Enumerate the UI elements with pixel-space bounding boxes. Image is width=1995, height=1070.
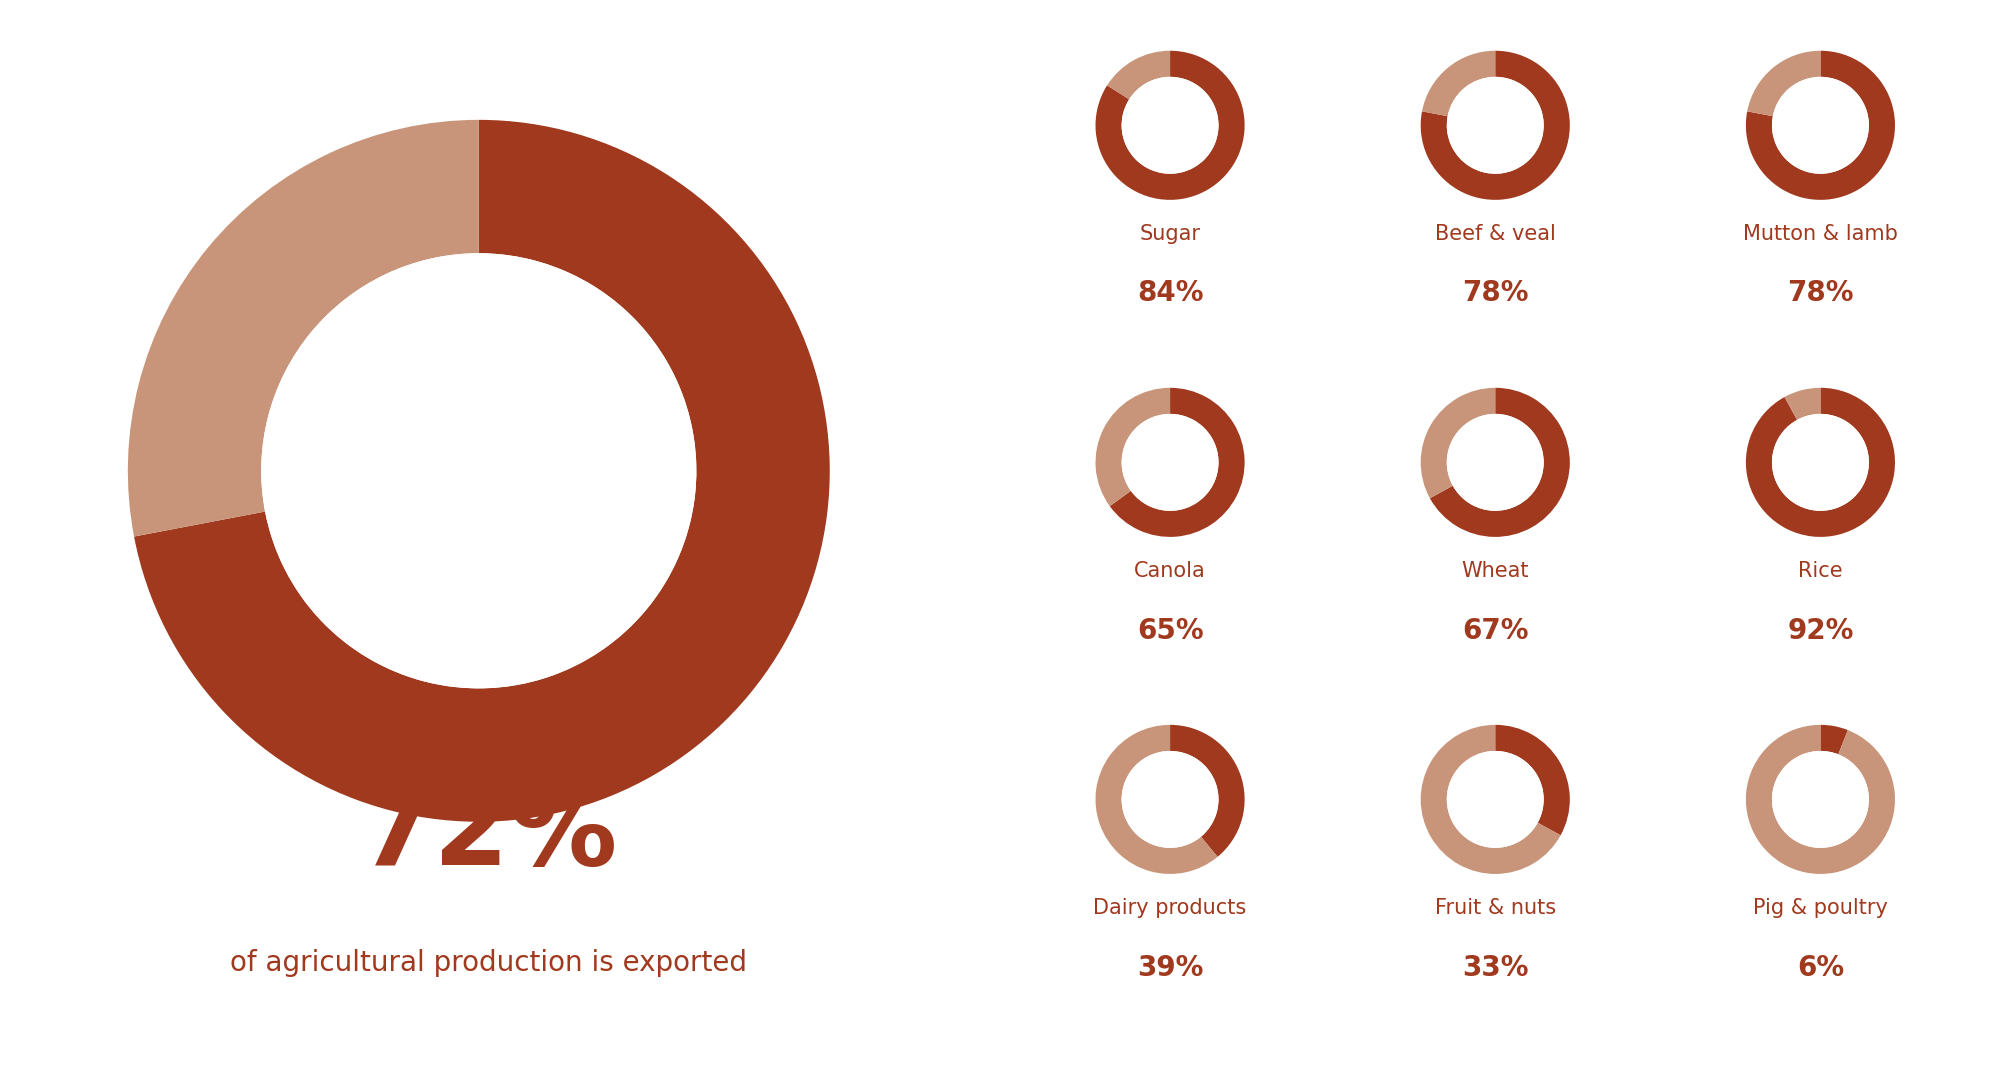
Wedge shape (1784, 387, 1821, 419)
Circle shape (1772, 751, 1869, 847)
Circle shape (261, 254, 696, 688)
Circle shape (1446, 77, 1544, 173)
Wedge shape (1420, 50, 1570, 200)
Text: 33%: 33% (1462, 953, 1528, 981)
Wedge shape (1107, 50, 1171, 100)
Wedge shape (1819, 724, 1847, 754)
Text: Dairy products: Dairy products (1093, 898, 1247, 918)
Circle shape (1772, 414, 1869, 510)
Text: 72%: 72% (359, 781, 618, 888)
Text: Pig & poultry: Pig & poultry (1754, 898, 1887, 918)
Wedge shape (1748, 50, 1821, 117)
Text: 84%: 84% (1137, 279, 1203, 307)
Circle shape (1446, 414, 1544, 510)
Wedge shape (1746, 724, 1895, 874)
Wedge shape (1109, 387, 1245, 537)
Circle shape (1121, 414, 1219, 510)
Text: 92%: 92% (1788, 616, 1853, 644)
Text: Canola: Canola (1135, 561, 1205, 581)
Text: Fruit & nuts: Fruit & nuts (1434, 898, 1556, 918)
Wedge shape (1494, 724, 1570, 836)
Text: Rice: Rice (1797, 561, 1843, 581)
Circle shape (1772, 77, 1869, 173)
Circle shape (1121, 751, 1219, 847)
Text: of agricultural production is exported: of agricultural production is exported (229, 949, 748, 977)
Wedge shape (1746, 50, 1895, 200)
Text: 65%: 65% (1137, 616, 1203, 644)
Wedge shape (1420, 387, 1496, 499)
Text: Beef & veal: Beef & veal (1434, 224, 1556, 244)
Wedge shape (1095, 724, 1217, 874)
Text: Sugar: Sugar (1139, 224, 1201, 244)
Text: 78%: 78% (1462, 279, 1528, 307)
Wedge shape (1430, 387, 1570, 537)
Circle shape (1121, 77, 1219, 173)
Wedge shape (1420, 724, 1560, 874)
Wedge shape (1422, 50, 1496, 117)
Wedge shape (134, 120, 830, 822)
Text: 6%: 6% (1797, 953, 1843, 981)
Wedge shape (1095, 387, 1171, 506)
Text: Wheat: Wheat (1462, 561, 1528, 581)
Text: 39%: 39% (1137, 953, 1203, 981)
Wedge shape (128, 120, 479, 536)
Text: 78%: 78% (1788, 279, 1853, 307)
Wedge shape (1095, 50, 1245, 200)
Circle shape (1446, 751, 1544, 847)
Text: 67%: 67% (1462, 616, 1528, 644)
Text: Mutton & lamb: Mutton & lamb (1744, 224, 1897, 244)
Wedge shape (1169, 724, 1245, 857)
Wedge shape (1746, 387, 1895, 537)
